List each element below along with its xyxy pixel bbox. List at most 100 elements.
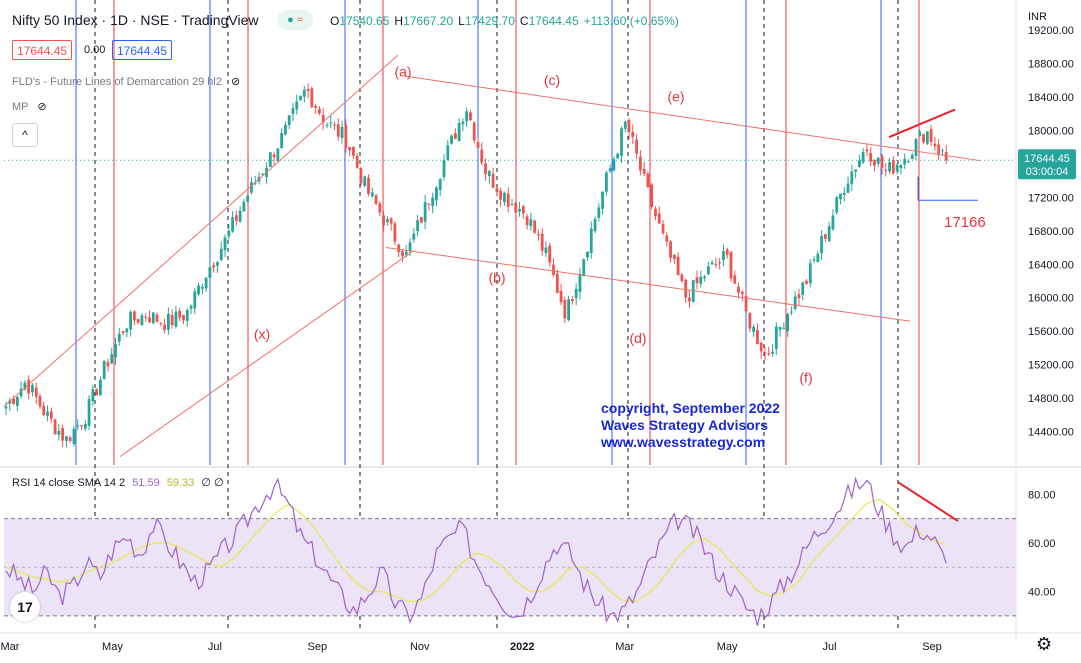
symbol-name[interactable]: Nifty 50 Index [12,12,98,28]
candle-body [404,251,408,255]
candle-body [737,286,740,293]
candle-body [808,263,812,284]
candle-body [722,251,725,261]
candle-body [155,314,159,322]
candle-body [865,149,869,152]
sell-price-box[interactable]: 17644.45 [12,40,73,60]
candle-body [325,124,329,126]
candle-body [117,333,121,342]
candle-body [12,398,15,405]
collapse-legend-button[interactable]: ^ [12,123,38,147]
candle-body [242,201,246,212]
candle-body [918,132,922,136]
bar-countdown-label: 03:00:04 [1026,166,1069,178]
ohlc-value: 17644.45 [528,14,579,28]
candle-body [604,172,608,192]
trendline-upper [404,75,981,162]
fld-indicator-row[interactable]: FLD's - Future Lines of Demarcation 29 h… [12,75,240,88]
candle-body [797,294,801,299]
candle-body [544,247,548,254]
candle-body [820,236,824,254]
candle-body [941,150,944,152]
candle-body [555,273,559,293]
candle-body [782,327,786,329]
candle-body [76,425,80,427]
candle-body [219,248,223,260]
candle-body [95,389,99,396]
candle-body [34,387,38,397]
x-tick-label: Sep [922,641,942,653]
candle-body [19,388,23,397]
candle-body [419,217,423,223]
ohlc-change: +113.60 (+0.65%) [583,14,679,28]
candle-body [672,254,676,260]
candle-body [740,291,744,295]
candle-body [295,101,299,110]
tradingview-logo-icon[interactable]: 17 [10,592,40,622]
candle-body [725,249,729,255]
candle-body [408,242,412,251]
y-tick-label: 16400.00 [1028,259,1074,271]
mp-indicator-label: MP [12,101,29,113]
candle-body [204,277,208,289]
candle-body [250,182,253,193]
candle-body [231,217,234,232]
wave-label: (x) [254,326,270,342]
mp-indicator-row[interactable]: MP ⊘ [12,100,47,113]
candle-body [661,224,665,234]
candle-body [427,203,431,205]
candle-body [234,215,238,221]
candle-body [351,146,355,156]
candle-body [80,425,83,427]
gear-icon[interactable]: ⚙ [1036,634,1053,654]
candle-body [540,233,544,251]
candle-body [125,328,129,333]
rsi-y-tick-label: 80.00 [1028,489,1056,501]
rsi-legend[interactable]: RSI 14 close SMA 14 2 51.59 59.33 ∅ ∅ [12,476,224,489]
candle-body [91,389,95,401]
candle-body [132,311,136,321]
candle-body [597,207,601,219]
y-tick-label: 16000.00 [1028,293,1074,305]
candle-body [944,152,948,161]
market-status-badge[interactable]: ● ≈ [277,10,313,30]
buy-price-box[interactable]: 17644.45 [112,40,173,60]
candle-body [657,213,661,224]
data-source: TradingView [181,12,259,28]
x-tick-label: May [717,641,738,653]
support-level-label: 17166 [944,214,986,231]
candle-body [903,158,907,165]
y-tick-label: 14800.00 [1028,393,1074,405]
candle-body [525,216,529,226]
symbol-sep: · [131,12,141,28]
candle-body [401,251,404,257]
candle-body [537,234,540,236]
candle-body [857,160,861,167]
rsi-sma-value: 59.33 [166,477,195,489]
rsi-divergence-line [897,481,959,522]
eye-off-icon[interactable]: ⊘ [37,101,47,113]
candle-body [321,114,325,123]
candle-body [31,385,34,393]
x-tick-label: Sep [308,641,328,653]
candle-body [774,326,778,349]
candle-body [110,354,114,364]
candle-body [129,311,133,330]
candle-body [503,192,506,202]
y-tick-label: 15600.00 [1028,326,1074,338]
candle-body [355,155,359,168]
candle-body [170,314,174,326]
candle-body [850,171,854,184]
candle-body [748,313,752,329]
candle-body [733,275,737,284]
candle-body [759,342,763,352]
candle-body [778,326,782,330]
eye-off-icon[interactable]: ⊘ [231,76,241,88]
candle-body [744,295,748,312]
candle-body [703,276,706,279]
interval[interactable]: 1D [110,12,128,28]
candle-body [49,411,53,419]
wave-label: (e) [667,89,684,105]
last-price-tag [1018,149,1076,180]
copyright-watermark: Waves Strategy Advisors [601,417,768,433]
